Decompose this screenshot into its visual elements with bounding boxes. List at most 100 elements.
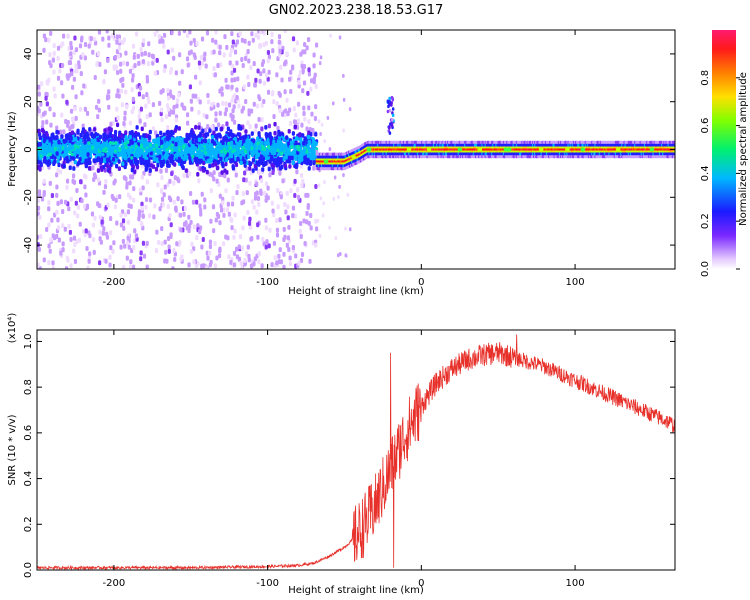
heatmap-cell: [265, 155, 269, 161]
heatmap-cell: [280, 77, 284, 83]
heatmap-cell: [268, 172, 272, 178]
heatmap-cell: [47, 259, 51, 265]
heatmap-cell: [118, 130, 122, 136]
heatmap-cell: [247, 220, 252, 226]
heatmap-cell: [221, 100, 225, 106]
heatmap-cell: [220, 126, 224, 132]
heatmap-cell: [76, 130, 80, 135]
heatmap-cell: [160, 175, 164, 181]
heatmap-cell: [52, 69, 56, 75]
heatmap-cell: [246, 74, 250, 80]
heatmap-cell: [73, 106, 77, 112]
heatmap-cell: [87, 141, 91, 145]
heatmap-cell: [276, 187, 280, 193]
heatmap-cell: [72, 76, 76, 82]
heatmap-cell: [140, 205, 144, 211]
heatmap-cell: [74, 136, 78, 142]
heatmap-cell: [223, 34, 227, 40]
heatmap-cell: [310, 111, 314, 117]
heatmap-cell: [182, 173, 186, 179]
heatmap-cell: [270, 262, 274, 268]
heatmap-cell: [173, 162, 177, 167]
heatmap-cell: [245, 190, 249, 196]
heatmap-cell: [233, 212, 237, 218]
heatmap-cell: [303, 41, 307, 47]
heatmap-cell: [81, 52, 85, 58]
heatmap-cell: [71, 116, 75, 122]
heatmap-cell: [177, 148, 181, 152]
heatmap-cell: [275, 218, 279, 224]
heatmap-cell: [342, 73, 345, 78]
heatmap-cell: [287, 246, 291, 252]
heatmap-cell: [76, 145, 80, 149]
heatmap-cell: [218, 44, 222, 50]
heatmap-cell: [348, 227, 352, 232]
heatmap-cell: [279, 148, 283, 152]
heatmap-cell: [132, 132, 136, 138]
heatmap-cell: [337, 253, 340, 258]
heatmap-cell: [280, 143, 285, 148]
heatmap-cell: [266, 185, 270, 191]
heatmap-cell: [278, 170, 282, 176]
heatmap-cell: [42, 257, 46, 263]
heatmap-cell: [270, 200, 274, 206]
heatmap-cell: [266, 58, 270, 64]
heatmap-cell: [225, 170, 229, 175]
heatmap-cell: [69, 45, 74, 51]
heatmap-cell: [247, 147, 251, 152]
heatmap-cell: [251, 168, 255, 173]
heatmap-cell: [269, 138, 273, 143]
heatmap-cell: [148, 213, 152, 219]
heatmap-cell: [63, 143, 67, 149]
heatmap-cell: [59, 199, 64, 205]
heatmap-cell: [162, 68, 166, 74]
heatmap-cell: [74, 115, 78, 121]
heatmap-cell: [134, 161, 139, 167]
heatmap-cell: [189, 190, 193, 196]
heatmap-cell: [45, 131, 49, 137]
heatmap-cell: [57, 225, 61, 231]
heatmap-cell: [77, 237, 82, 243]
heatmap-cell: [255, 160, 259, 166]
heatmap-cell: [285, 97, 289, 103]
heatmap-cell: [203, 204, 207, 210]
heatmap-cell: [61, 33, 66, 39]
heatmap-cell: [301, 133, 305, 138]
heatmap-cell: [190, 241, 194, 247]
heatmap-cell: [217, 122, 221, 128]
heatmap-cell: [113, 204, 118, 210]
heatmap-cell: [211, 204, 216, 210]
heatmap-cell: [254, 144, 258, 148]
heatmap-cell: [320, 122, 324, 127]
heatmap-cell: [37, 246, 41, 252]
heatmap-cell: [230, 70, 234, 76]
heatmap-cell: [48, 248, 52, 254]
heatmap-cell: [131, 148, 135, 153]
heatmap-cell: [312, 52, 316, 58]
heatmap-cell: [275, 227, 280, 233]
heatmap-cell: [295, 40, 299, 46]
heatmap-cell: [42, 191, 46, 197]
heatmap-cell: [174, 141, 178, 147]
heatmap-cell: [55, 129, 59, 135]
heatmap-cell: [140, 51, 144, 57]
heatmap-cell: [257, 259, 261, 265]
heatmap-cell: [222, 212, 226, 218]
heatmap-cell: [252, 147, 257, 152]
heatmap-cell: [166, 49, 170, 55]
heatmap-cell: [288, 76, 292, 82]
heatmap-cell: [166, 125, 170, 131]
heatmap-cell: [170, 136, 175, 142]
heatmap-cell: [318, 233, 322, 238]
heatmap-cell: [177, 126, 181, 131]
heatmap-cell: [251, 37, 255, 43]
heatmap-cell: [256, 152, 261, 157]
heatmap-cell: [332, 196, 336, 201]
heatmap-cell: [91, 49, 95, 55]
heatmap-cell: [138, 118, 142, 124]
heatmap-cell: [103, 128, 107, 133]
heatmap-cell: [178, 52, 182, 58]
heatmap-cell: [91, 237, 96, 243]
heatmap-cell: [169, 69, 173, 75]
heatmap-cell: [276, 204, 280, 210]
